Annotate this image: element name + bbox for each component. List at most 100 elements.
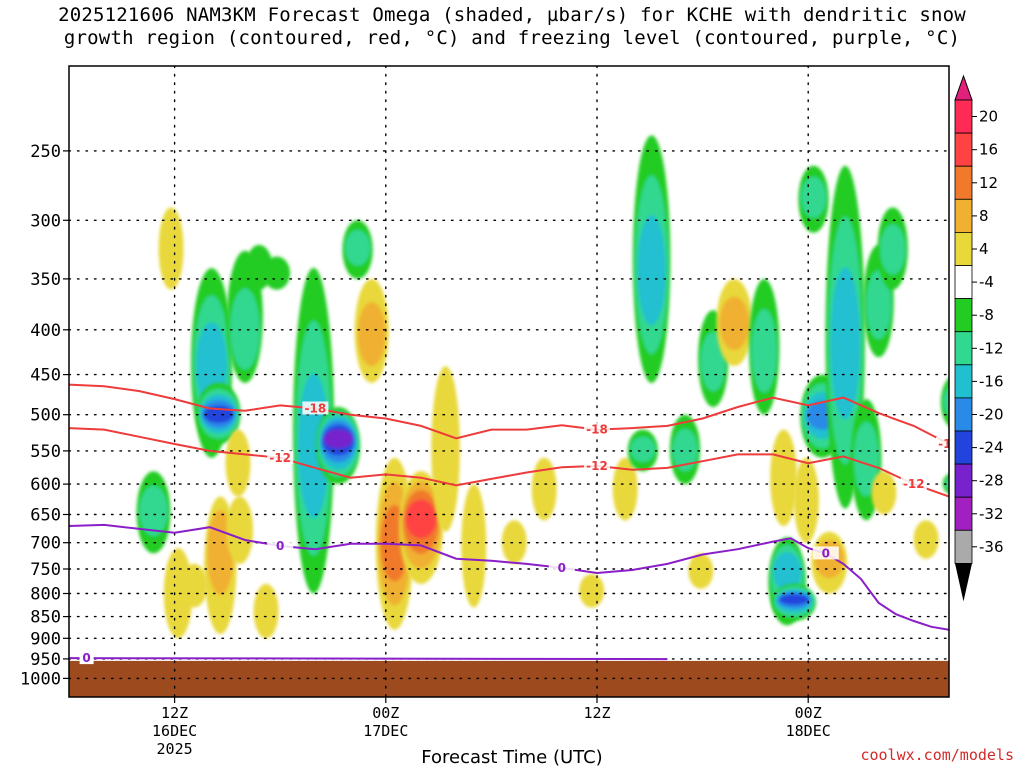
omega-band [672, 428, 698, 472]
omega-cell [342, 220, 373, 279]
omega-band [880, 224, 906, 275]
omega-cell [798, 165, 829, 233]
colorbar-label: -28 [979, 472, 1004, 490]
omega-cell [136, 471, 171, 554]
omega-cell [501, 520, 527, 564]
colorbar-segment [954, 132, 973, 167]
omega-cell [688, 553, 714, 589]
colorbar-label: -32 [979, 505, 1004, 523]
omega-band [637, 215, 666, 326]
contour-line [69, 383, 949, 446]
omega-band [323, 429, 353, 449]
omega-cell [749, 278, 780, 415]
omega-band [943, 386, 949, 416]
y-tick-label: 400 [30, 321, 61, 341]
contour-label-bg [900, 477, 927, 491]
omega-band [779, 594, 809, 605]
colorbar-label: 4 [979, 240, 989, 258]
contour-label: -18 [305, 402, 327, 416]
contour-label-bg [936, 437, 949, 450]
plot-frame [68, 65, 950, 698]
y-axis: 2503003504004505005506006507007508008509… [20, 142, 69, 689]
colorbar-segment [954, 331, 973, 366]
x-tick-label: 16DEC [152, 722, 197, 740]
colorbar-segment [954, 430, 973, 465]
contour-line [69, 523, 949, 631]
omega-band [853, 421, 879, 497]
chart-title-line1: 2025121606 NAM3KM Forecast Omega (shaded… [58, 4, 966, 26]
colorbar-bottom-arrow [955, 563, 972, 602]
omega-cell [632, 135, 671, 383]
y-tick-label: 550 [30, 442, 61, 462]
colorbar-segment [954, 298, 973, 333]
omega-cell [461, 484, 487, 608]
freezing-surface-line [69, 657, 668, 661]
omega-band [501, 520, 527, 564]
omega-band [531, 457, 557, 521]
omega-band [461, 484, 487, 608]
omega-cell [399, 471, 443, 584]
contour-label-bg [548, 560, 575, 574]
omega-cell [716, 279, 753, 366]
omega-cell [579, 574, 605, 608]
omega-cell [913, 520, 939, 559]
contour-label-bg [812, 546, 839, 560]
omega-band [612, 457, 638, 521]
omega-cell [226, 496, 254, 564]
omega-band [230, 288, 260, 370]
y-tick-label: 800 [30, 585, 61, 605]
x-tick-label: 18DEC [786, 722, 831, 740]
omega-cell [772, 583, 817, 622]
colorbar-label: 20 [979, 108, 998, 126]
omega-cell [316, 407, 361, 484]
omega-cell [225, 429, 251, 497]
contour-label: -12 [903, 477, 925, 491]
colorbar-segment [954, 529, 973, 564]
omega-band [913, 520, 939, 559]
colorbar-label: -36 [979, 538, 1004, 556]
omega-cell [531, 457, 557, 521]
y-tick-label: 750 [30, 560, 61, 580]
contour-label-bg [79, 651, 94, 665]
contour-label-bg [267, 539, 294, 552]
contour-label-bg [584, 458, 610, 472]
omega-cell [196, 383, 241, 444]
omega-band [405, 499, 437, 539]
x-tick-label: 00Z [372, 704, 399, 722]
contour-label: -12 [269, 451, 291, 465]
omega-band [770, 429, 797, 526]
colorbar-label: -4 [979, 273, 994, 291]
chart-title: 2025121606 NAM3KM Forecast Omega (shaded… [0, 4, 1024, 50]
contour-lines: -18 -18 -18 -12 -12 -12 0 0 0 0 [69, 383, 960, 665]
omega-cell [180, 563, 208, 608]
omega-cell [263, 256, 291, 290]
x-tick-label: 17DEC [363, 722, 408, 740]
omega-cell [612, 457, 638, 521]
x-tick-label: 2025 [157, 740, 193, 758]
omega-band [830, 267, 860, 420]
y-tick-label: 700 [30, 534, 61, 554]
omega-band [180, 563, 208, 608]
colorbar: 20 16 12 8 4 -4 -8 -12 -16 -20 -24 -28 -32 -36 [954, 74, 1004, 602]
colorbar-segment [954, 463, 973, 498]
chart-title-line2: growth region (contoured, red, °C) and f… [63, 27, 961, 49]
x-tick-label: 12Z [161, 704, 188, 722]
colorbar-segment [954, 496, 973, 531]
colorbar-segment [954, 198, 973, 233]
omega-band [688, 553, 714, 589]
omega-band [719, 296, 750, 351]
colorbar-label: -12 [979, 339, 1004, 357]
colorbar-label: 16 [979, 141, 998, 159]
omega-band [225, 429, 251, 497]
credit-link[interactable]: coolwx.com/models [860, 746, 1014, 764]
contour-line [69, 427, 949, 498]
omega-band [431, 366, 460, 532]
colorbar-segment [954, 165, 973, 200]
contour-label: 0 [558, 561, 566, 575]
omega-band [345, 229, 371, 266]
omega-band [871, 471, 897, 515]
omega-cell [253, 583, 279, 639]
omega-cell [940, 377, 949, 427]
contour-label: -18 [938, 437, 960, 451]
colorbar-label: -20 [979, 406, 1004, 424]
